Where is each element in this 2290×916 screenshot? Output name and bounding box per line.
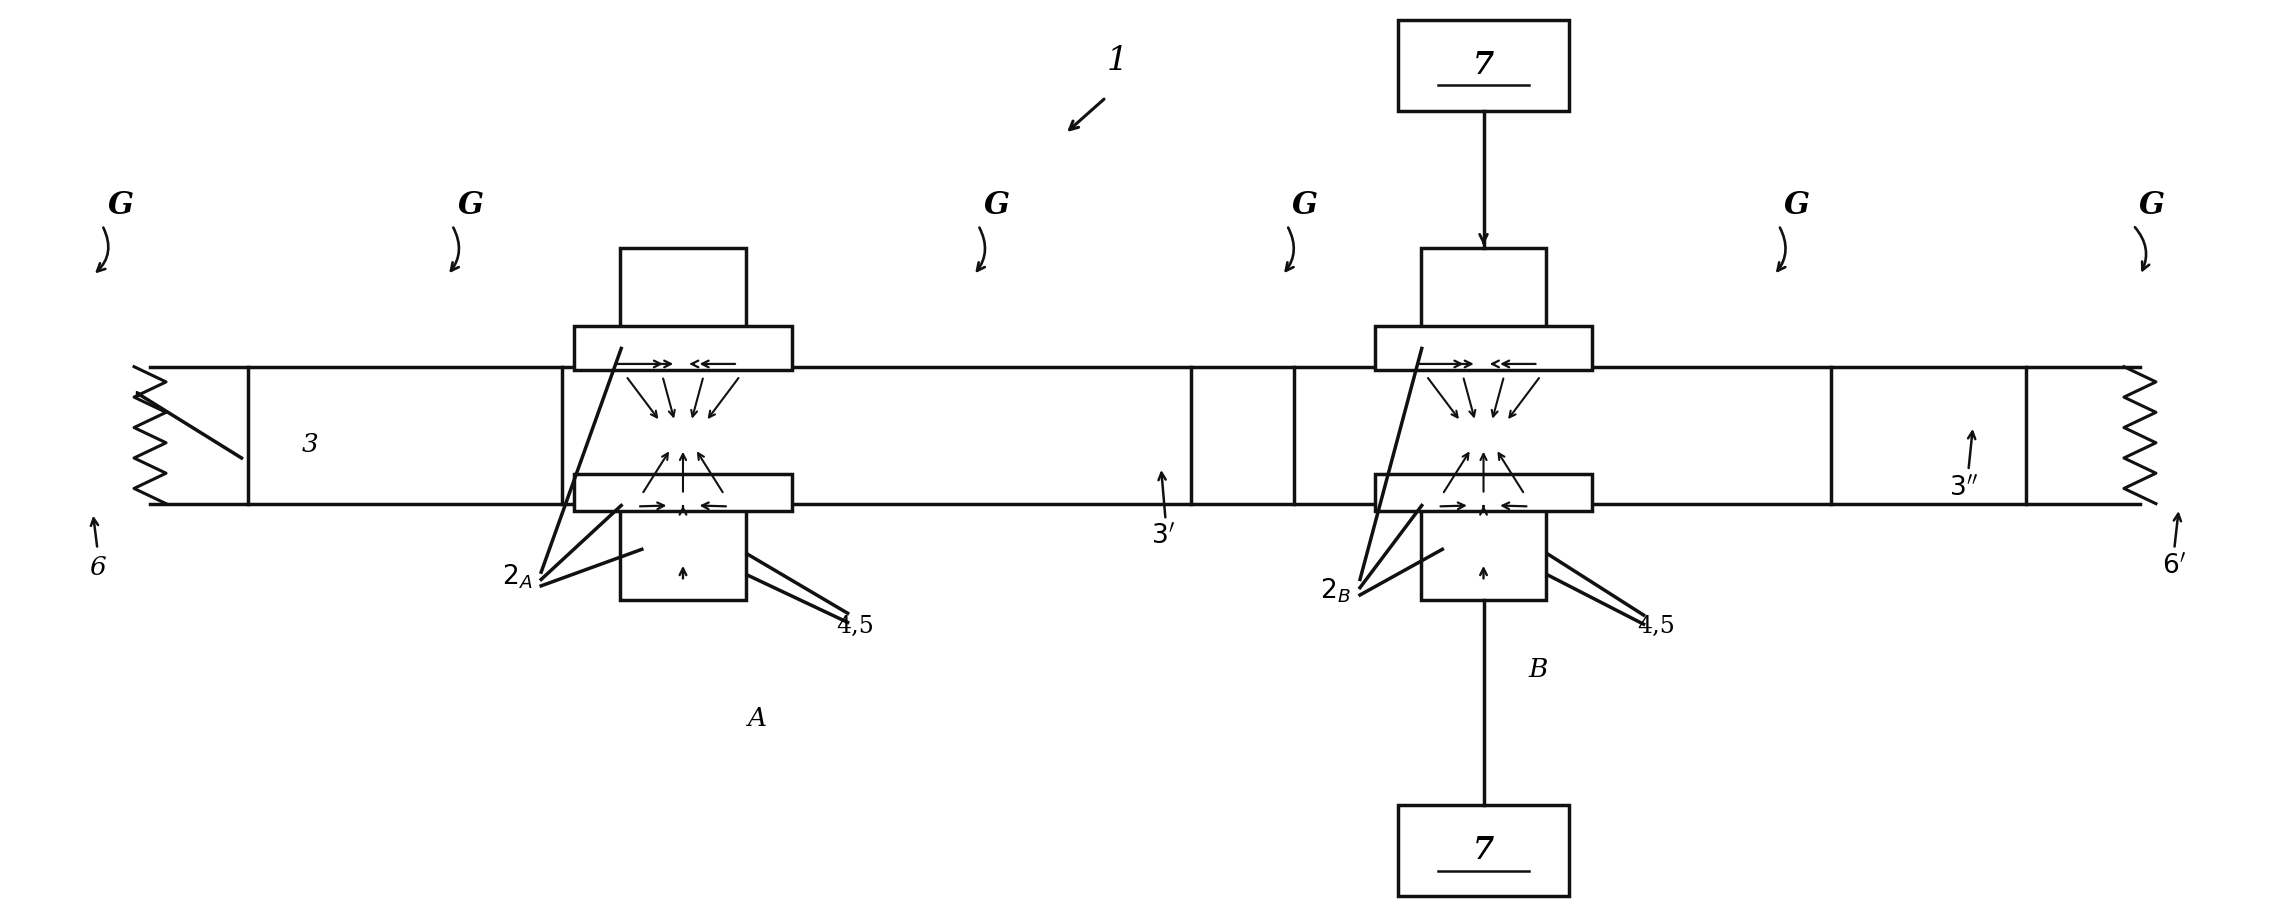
Bar: [1397, 19, 1569, 111]
Text: 4,5: 4,5: [836, 616, 875, 638]
Text: 4,5: 4,5: [1637, 616, 1674, 638]
Text: G: G: [982, 190, 1010, 221]
Bar: [575, 326, 792, 370]
Text: 1: 1: [1106, 45, 1129, 77]
Bar: [621, 248, 747, 366]
Bar: [1374, 326, 1592, 370]
Text: B: B: [1530, 658, 1548, 682]
Text: G: G: [458, 190, 483, 221]
Text: G: G: [108, 190, 133, 221]
Bar: [575, 474, 792, 511]
Text: G: G: [1784, 190, 1809, 221]
Text: 7: 7: [1472, 49, 1493, 81]
Bar: [1374, 474, 1592, 511]
Bar: [1420, 508, 1546, 600]
Text: $2_B$: $2_B$: [1321, 576, 1351, 605]
Text: $3'$: $3'$: [1152, 523, 1175, 549]
Text: 3: 3: [302, 431, 318, 457]
Text: 7: 7: [1472, 835, 1493, 867]
Bar: [621, 508, 747, 600]
Text: G: G: [2139, 190, 2164, 221]
Text: $3''$: $3''$: [1949, 474, 1979, 500]
Text: G: G: [1292, 190, 1319, 221]
Bar: [1420, 248, 1546, 366]
Bar: [1397, 805, 1569, 897]
Text: 6: 6: [89, 555, 105, 580]
Text: $2_A$: $2_A$: [502, 562, 531, 591]
Text: A: A: [747, 705, 765, 731]
Text: $6'$: $6'$: [2162, 552, 2187, 579]
